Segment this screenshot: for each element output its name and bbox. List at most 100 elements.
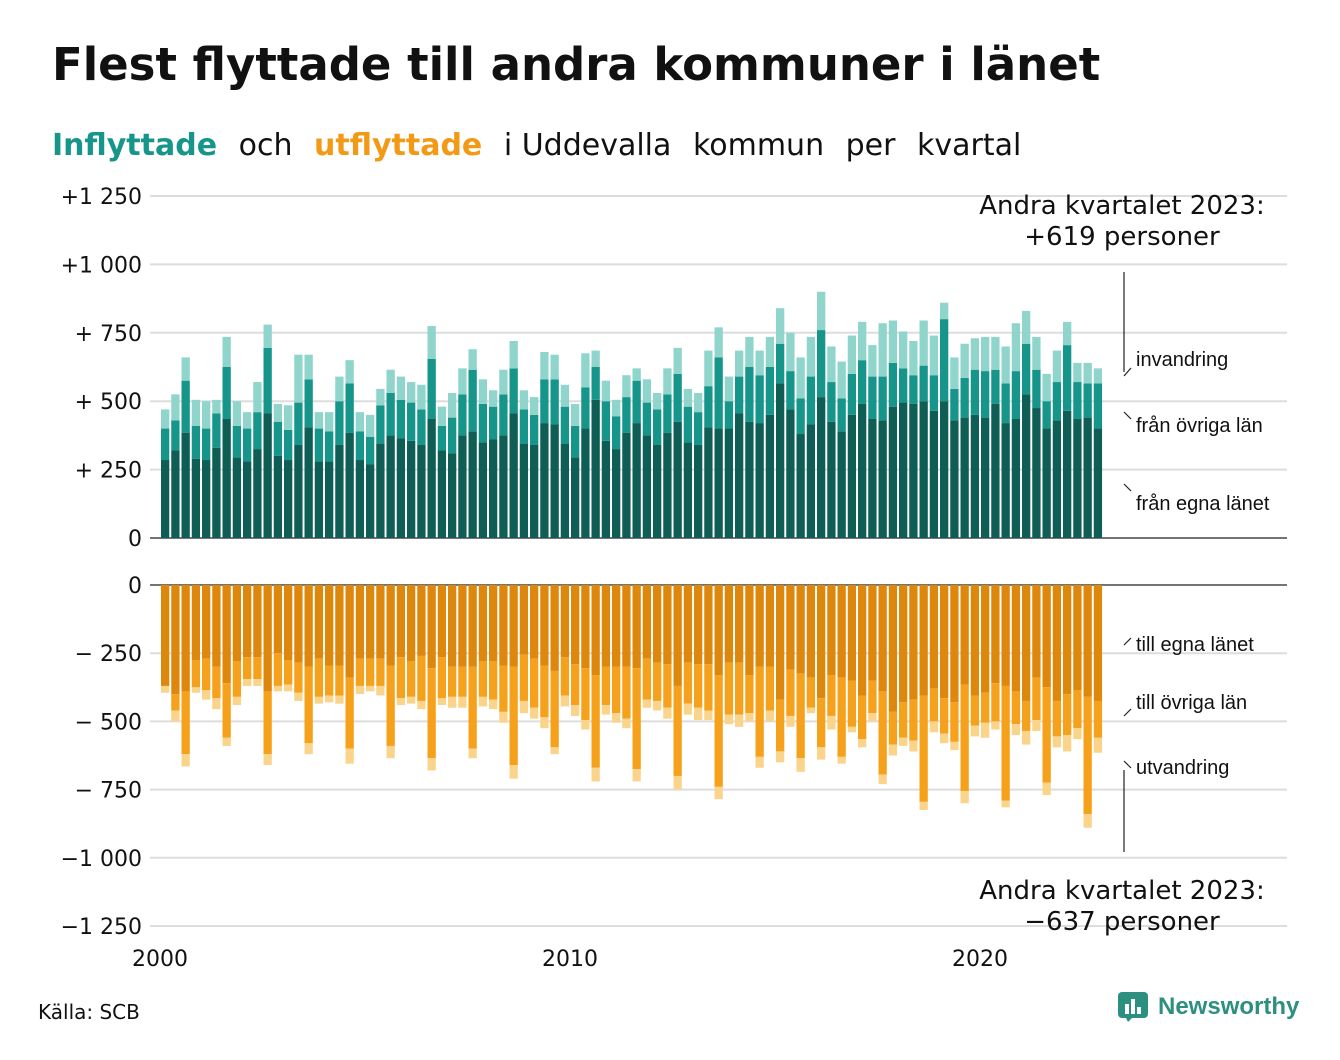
outflow-bar-segment [519, 654, 529, 701]
outflow-bar-segment [253, 657, 262, 680]
outflow-bar-segment [478, 585, 488, 662]
inflow-bar-segment [519, 409, 529, 444]
outflow-bar-segment [714, 786, 723, 800]
inflow-bar-segment [663, 394, 672, 433]
inflow-bar-segment [458, 368, 467, 395]
inflow-bar-segment [407, 382, 416, 403]
inflow-bar-segment [427, 358, 436, 419]
inflow-bar-segment [478, 403, 488, 443]
inflow-bar-segment [847, 373, 857, 415]
inflow-bar-segment [468, 431, 477, 538]
inflow-bar-segment [673, 347, 682, 374]
outflow-bar-segment [366, 585, 375, 659]
outflow-bar-segment [448, 666, 457, 697]
outflow-bar-segment [489, 661, 498, 700]
inflow-bar-segment [745, 421, 754, 538]
inflow-bar-segment [232, 425, 242, 458]
inflow-bar-segment [642, 379, 652, 403]
outflow-bar-segment [735, 662, 744, 715]
outflow-bar-segment [437, 698, 447, 706]
inflow-bar-segment [499, 435, 508, 538]
outflow-bar-segment [817, 698, 826, 748]
outflow-bar-segment [161, 685, 170, 693]
inflow-bar-segment [191, 458, 201, 538]
outflow-bar-segment [560, 585, 570, 658]
inflow-bar-segment [417, 384, 426, 410]
inflow-bar-segment [827, 346, 836, 383]
outflow-bar-segment [909, 740, 918, 752]
outflow-bar-segment [909, 585, 918, 700]
outflow-bar-segment [581, 668, 590, 721]
outflow-bar-segment [858, 739, 867, 748]
inflow-bar-segment [202, 460, 211, 538]
inflow-bar-segment [161, 409, 170, 429]
outflow-bar-segment [1093, 585, 1103, 701]
inflow-bar-segment [622, 375, 631, 398]
outflow-bar-segment [981, 585, 990, 693]
inflow-bar-segment [827, 421, 836, 538]
inflow-bar-segment [335, 376, 344, 402]
outflow-bar-segment [591, 675, 600, 768]
source-note: Källa: SCB [38, 1000, 140, 1024]
legend-leader-line [1123, 367, 1132, 377]
inflow-bar-segment [386, 392, 395, 436]
inflow-bar-segment [366, 464, 375, 538]
inflow-bar-segment [694, 412, 703, 445]
outflow-bar-segment [550, 747, 559, 755]
inflow-bar-segment [991, 403, 1000, 538]
inflow-bar-segment [642, 402, 652, 436]
inflow-bar-segment [212, 399, 221, 414]
inflow-bar-segment [304, 427, 313, 538]
outflow-bar-segment [878, 585, 887, 692]
inflow-bar-segment [294, 444, 303, 538]
inflow-bar-segment [899, 331, 908, 369]
outflow-bar-segment [427, 758, 436, 771]
outflow-bar-segment [376, 658, 385, 686]
inflow-bar-segment [489, 390, 498, 407]
outflow-bar-segment [222, 737, 231, 746]
inflow-bar-segment [683, 406, 693, 443]
inflow-bar-segment [991, 369, 1000, 404]
outflow-bar-segment [191, 585, 201, 661]
outflow-bar-segment [458, 696, 467, 708]
outflow-bar-segment [991, 683, 1000, 722]
inflow-bar-segment [519, 390, 529, 410]
inflow-bar-segment [437, 450, 447, 538]
outflow-bar-segment [417, 700, 426, 710]
y-tick-label: −1 000 [61, 847, 142, 872]
outflow-bar-segment [1032, 677, 1041, 721]
outflow-bar-segment [694, 585, 703, 665]
outflow-bar-segment [212, 698, 221, 710]
outflow-bar-segment [950, 741, 959, 751]
inflow-bar-segment [581, 387, 590, 429]
outflow-bar-segment [345, 748, 354, 764]
outflow-bar-segment [642, 658, 652, 700]
inflow-bar-segment [294, 354, 303, 403]
inflow-bar-segment [509, 368, 518, 414]
outflow-bar-segment [376, 685, 385, 696]
outflow-bar-segment [981, 722, 990, 738]
outflow-bar-segment [858, 695, 867, 740]
inflow-bar-segment [232, 457, 242, 538]
outflow-bar-segment [232, 661, 242, 697]
outflow-bar-segment [940, 698, 949, 734]
inflow-bar-segment [694, 444, 703, 538]
outflow-bar-segment [540, 717, 549, 729]
outflow-bar-segment [1052, 700, 1062, 737]
outflow-bar-segment [878, 691, 887, 775]
outflow-bar-segment [1042, 687, 1051, 783]
inflow-bar-segment [243, 461, 252, 538]
outflow-bar-segment [540, 665, 549, 718]
inflow-bar-segment [858, 321, 867, 361]
inflow-bar-segment [314, 428, 324, 462]
annotation-top-line1: Andra kvartalet 2023: [979, 191, 1264, 221]
outflow-bar-segment [335, 695, 344, 704]
outflow-bar-segment [499, 585, 508, 666]
inflow-bar-segment [642, 435, 652, 538]
subtitle-outflow-word: utflyttade [314, 128, 483, 163]
inflow-bar-segment [888, 320, 898, 363]
outflow-bar-segment [581, 720, 590, 730]
inflow-bar-segment [253, 449, 262, 538]
inflow-bar-segment [1073, 362, 1082, 383]
outflow-bar-segment [243, 657, 252, 680]
